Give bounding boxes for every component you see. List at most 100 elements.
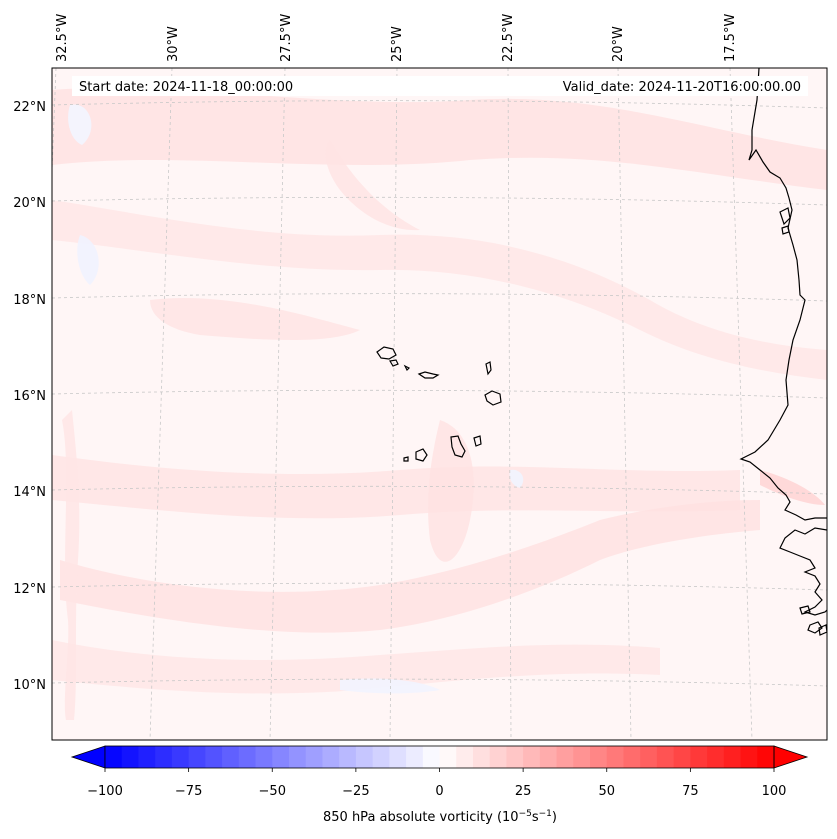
colorbar-segment <box>590 746 608 768</box>
meridian-gridline <box>729 68 753 740</box>
island-santa-luzia <box>403 364 411 372</box>
colorbar-segment <box>489 746 508 768</box>
colorbar-segment <box>372 746 390 768</box>
island-fogo <box>415 448 428 462</box>
lon-label: 25°W <box>390 26 405 62</box>
colorbar-segment <box>188 746 206 768</box>
colorbar-extend-max <box>773 745 809 769</box>
colorbar-segment <box>523 746 541 768</box>
colorbar-tick-label: −100 <box>87 784 123 799</box>
colorbar-label: 850 hPa absolute vorticity (10−5s−1) <box>323 809 557 825</box>
island-brava <box>403 456 409 462</box>
colorbar-segment <box>155 746 173 768</box>
info-banner <box>72 76 808 96</box>
parallel-gridline <box>52 582 827 591</box>
island-sao-nicolau <box>417 371 440 379</box>
island-boa-vista <box>484 390 502 406</box>
colorbar-tick-label: −50 <box>259 784 286 799</box>
coastline-gambia-guinea <box>779 527 827 616</box>
parallel-gridline <box>52 100 827 109</box>
vorticity-band <box>68 104 92 145</box>
colorbar-tick-label: 0 <box>435 784 443 799</box>
colorbar-segment <box>556 746 574 768</box>
colorbar-segments <box>105 746 775 768</box>
vorticity-band <box>62 410 80 720</box>
colorbar-segment <box>623 746 641 768</box>
colorbar-segment <box>573 746 591 768</box>
meridian-gridline <box>269 68 286 740</box>
island-bijagos-2 <box>818 624 827 636</box>
gridlines <box>52 68 827 740</box>
vorticity-band <box>760 470 825 505</box>
colorbar-tick-label: 75 <box>682 784 699 799</box>
colorbar-segment <box>656 746 675 768</box>
colorbar-segment <box>288 746 307 768</box>
colorbar-segment <box>355 746 374 768</box>
parallel-gridline <box>52 293 827 302</box>
lon-label: 22.5°W <box>501 14 516 62</box>
lat-label: 22°N <box>13 100 46 115</box>
colorbar-segment <box>272 746 290 768</box>
meridian-gridline <box>389 68 398 740</box>
colorbar-tick-label: 25 <box>515 784 532 799</box>
colorbar-segment <box>121 746 140 768</box>
parallel-gridline <box>52 678 827 687</box>
lon-label: 27.5°W <box>279 14 294 62</box>
cape-verde-islands <box>376 346 502 462</box>
colorbar-segment <box>422 746 441 768</box>
vorticity-band <box>150 297 360 340</box>
vorticity-band <box>60 500 760 633</box>
vorticity-band <box>325 140 420 231</box>
colorbar-segment <box>472 746 491 768</box>
meridian-gridline <box>617 68 632 740</box>
lon-label: 32.5°W <box>55 14 70 62</box>
colorbar-segment <box>171 746 190 768</box>
lat-label: 12°N <box>13 582 46 597</box>
vorticity-band <box>340 678 440 694</box>
longitude-labels: 32.5°W 30°W 27.5°W 25°W 22.5°W 20°W 17.5… <box>55 14 738 62</box>
colorbar-segment <box>305 746 324 768</box>
parallel-gridline <box>52 196 827 206</box>
colorbar-segment <box>339 746 357 768</box>
lat-label: 10°N <box>13 678 46 693</box>
colorbar-segment <box>255 746 273 768</box>
colorbar-tick-label: 100 <box>762 784 787 799</box>
colorbar-segment <box>506 746 524 768</box>
parallel-gridline <box>52 485 827 495</box>
parallel-gridline <box>52 389 827 399</box>
colorbar-segment <box>138 746 156 768</box>
colorbar-extend-min <box>70 745 106 769</box>
colorbar-segment <box>389 746 407 768</box>
colorbar: −100 −75 −50 −25 0 25 50 75 100 850 hPa absolute… <box>70 745 809 825</box>
colorbar-segment <box>606 746 625 768</box>
colorbar-tick-label: −75 <box>175 784 202 799</box>
colorbar-segment <box>222 746 240 768</box>
island-sal <box>485 361 492 376</box>
colorbar-segment <box>757 746 775 768</box>
coastline-mauritania-senegal <box>739 68 827 521</box>
colorbar-segment <box>673 746 691 768</box>
island-banc-arguin <box>779 207 791 226</box>
vorticity-band <box>77 235 99 285</box>
colorbar-segment <box>723 746 742 768</box>
valid-date-label: Valid_date: 2024-11-20T16:00:00.00 <box>563 80 801 95</box>
colorbar-ticks: −100 −75 −50 −25 0 25 50 75 100 <box>87 768 786 799</box>
map-background <box>52 68 827 740</box>
island-bijagos-3 <box>799 605 811 615</box>
meridian-gridline <box>149 68 173 740</box>
map-frame <box>51 67 828 741</box>
vorticity-band <box>52 200 827 380</box>
colorbar-segment <box>740 746 758 768</box>
lon-label: 30°W <box>166 26 181 62</box>
lon-label: 17.5°W <box>723 14 738 62</box>
lat-label: 20°N <box>13 196 46 211</box>
colorbar-segment <box>322 746 340 768</box>
colorbar-segment <box>205 746 223 768</box>
island-santiago <box>450 435 466 458</box>
latitude-labels: 22°N 20°N 18°N 16°N 14°N 12°N 10°N <box>13 100 46 693</box>
colorbar-tick-label: 50 <box>598 784 615 799</box>
colorbar-segment <box>406 746 424 768</box>
lat-label: 14°N <box>13 485 46 500</box>
island-santo-antao <box>376 346 397 360</box>
